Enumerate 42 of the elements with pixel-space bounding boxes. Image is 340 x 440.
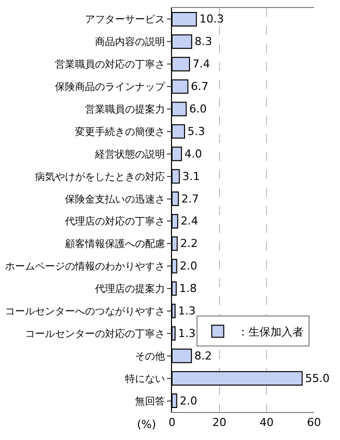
data-label: 55.0 [305,372,330,385]
x-tick-label: 60 [307,416,321,430]
y-tick-label: コールセンターの対応の丁寧さ [25,328,165,340]
data-label: 2.0 [180,394,198,408]
y-tick-label: 無回答 [135,395,165,408]
legend-label: ：生保加入者 [238,325,304,338]
x-tick-label: 0 [168,416,176,430]
y-tick-label: 変更手続きの簡便さ [75,126,165,138]
data-label: 3.1 [182,170,200,183]
data-label: 2.2 [180,237,198,250]
data-label: 10.3 [199,12,224,26]
y-tick-label: 代理店の対応の丁寧さ [64,216,165,228]
y-tick-label: コールセンターへのつながりやすさ [5,306,165,318]
y-tick-label: 営業職員の対応の丁寧さ [55,58,165,71]
data-label: 1.3 [178,304,196,318]
x-tick-label: 20 [212,416,226,430]
y-tick-label: 病気やけがをしたときの対応 [35,170,165,183]
y-tick-label: 保険商品のラインナップ [55,81,166,94]
data-label: 2.0 [180,260,198,273]
y-tick-label: 営業職員の提案力 [85,104,165,116]
y-tick-label: 特にない [125,372,165,385]
data-label: 5.3 [188,124,206,138]
data-label: 2.4 [180,214,198,228]
x-axis-title: (%) [137,418,156,431]
data-label: 7.4 [192,58,210,71]
y-tick-label: 代理店の提案力 [94,283,165,296]
y-tick-label: 保険金支払いの迅速さ [65,193,165,206]
data-label: 8.3 [194,35,212,48]
data-label: 1.8 [179,282,197,296]
data-label: 2.7 [181,192,199,206]
y-tick-label: アフターサービス [85,14,165,26]
data-label: 6.7 [190,80,208,94]
data-label: 1.3 [178,326,196,340]
x-tick-label: 40 [260,416,274,430]
y-tick-label: 経営状態の説明 [94,148,165,160]
y-tick-label: ホームページの情報のわかりやすさ [5,260,165,273]
data-label: 6.0 [189,102,207,116]
y-tick-label: その他 [135,350,165,362]
data-label: 4.0 [184,147,202,160]
data-label: 8.2 [194,349,212,362]
y-tick-label: 商品内容の説明 [95,36,165,48]
y-tick-label: 顧客情報保護への配慮 [65,238,165,250]
